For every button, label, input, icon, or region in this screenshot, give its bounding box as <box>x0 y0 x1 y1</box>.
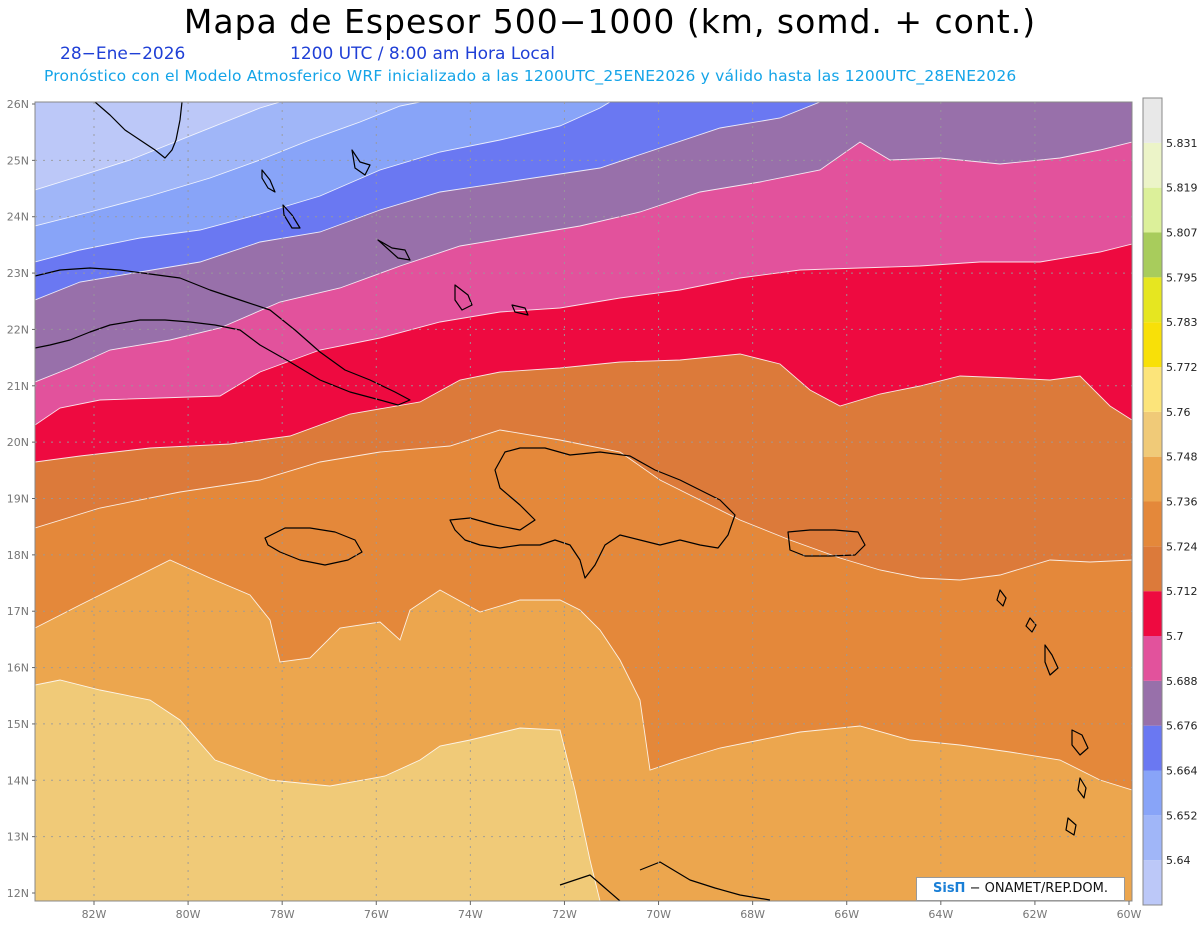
thickness-fill-bands <box>35 102 1132 901</box>
legend-label: 5.819 <box>1166 182 1198 195</box>
legend-swatch <box>1143 142 1162 188</box>
legend-frame <box>1142 97 1163 906</box>
lon-tick-label: 70W <box>646 908 671 921</box>
legend-swatch <box>1143 322 1162 367</box>
legend-swatch <box>1143 546 1162 592</box>
legend-label: 5.64 <box>1166 854 1191 867</box>
lat-tick-label: 21N <box>7 380 29 393</box>
lon-tick-label: 74W <box>458 908 483 921</box>
lon-tick-label: 66W <box>834 908 859 921</box>
legend-label: 5.652 <box>1166 809 1198 822</box>
lon-tick-label: 72W <box>552 908 577 921</box>
lon-tick-label: 68W <box>740 908 765 921</box>
legend-swatch <box>1143 187 1162 233</box>
lat-tick-label: 20N <box>7 436 29 449</box>
legend-swatch <box>1143 725 1162 771</box>
legend-swatch <box>1143 815 1162 861</box>
legend-swatch <box>1143 680 1162 726</box>
lat-tick-label: 14N <box>7 774 29 787</box>
map-title: Mapa de Espesor 500−1000 (km, somd. + co… <box>183 2 1037 41</box>
legend-label: 5.831 <box>1166 137 1198 150</box>
lat-tick-label: 13N <box>7 831 29 844</box>
credit-text: − ONAMET/REP.DOM. <box>965 881 1108 896</box>
legend-swatch <box>1143 501 1162 547</box>
valid-date: 28−Ene−2026 <box>60 44 186 64</box>
lat-tick-label: 15N <box>7 718 29 731</box>
graticule <box>35 102 1132 901</box>
legend-label: 5.664 <box>1166 765 1198 778</box>
lon-tick-label: 80W <box>176 908 201 921</box>
lat-tick-label: 17N <box>7 605 29 618</box>
lat-tick-label: 12N <box>7 887 29 900</box>
legend-label: 5.748 <box>1166 451 1198 464</box>
legend-swatch <box>1143 367 1162 412</box>
coastlines <box>35 102 1089 901</box>
legend-label: 5.688 <box>1166 675 1198 688</box>
lat-tick-label: 16N <box>7 662 29 675</box>
lat-tick-label: 24N <box>7 211 29 224</box>
legend-swatch <box>1143 456 1162 502</box>
legend-swatch <box>1143 411 1162 457</box>
legend-label: 5.795 <box>1166 271 1198 284</box>
legend-label: 5.712 <box>1166 585 1198 598</box>
credit-box: SisΠ − ONAMET/REP.DOM. <box>916 877 1125 901</box>
lon-tick-label: 62W <box>1022 908 1047 921</box>
legend-swatch <box>1143 636 1162 681</box>
legend-label: 5.772 <box>1166 361 1198 374</box>
longitude-axis: 82W 80W 78W 76W 74W 72W 70W 68W 66W 64W 62W 60W <box>82 901 1142 921</box>
credit-brand: SisΠ <box>933 881 966 896</box>
legend-swatch <box>1143 860 1162 905</box>
legend-swatch <box>1143 232 1162 278</box>
lat-tick-label: 18N <box>7 549 29 562</box>
legend-swatch <box>1143 770 1162 816</box>
valid-time: 1200 UTC / 8:00 am Hora Local <box>290 44 555 64</box>
legend-label: 5.676 <box>1166 720 1198 733</box>
lon-tick-label: 76W <box>364 908 389 921</box>
lat-tick-label: 26N <box>7 98 29 111</box>
legend-swatch <box>1143 277 1162 323</box>
legend-swatch <box>1143 591 1162 636</box>
legend-label: 5.7 <box>1166 630 1184 643</box>
lon-tick-label: 60W <box>1117 908 1142 921</box>
legend-label: 5.724 <box>1166 540 1198 553</box>
lat-tick-label: 19N <box>7 493 29 506</box>
legend-label: 5.76 <box>1166 406 1191 419</box>
lon-tick-label: 64W <box>928 908 953 921</box>
model-description: Pronóstico con el Modelo Atmosferico WRF… <box>44 67 1017 85</box>
lat-tick-label: 25N <box>7 154 29 167</box>
legend-label: 5.736 <box>1166 496 1198 509</box>
latitude-axis: 26N 25N 24N 23N 22N 21N 20N 19N 18N 17N 16N 15N 14N 1… <box>7 98 35 900</box>
lat-tick-label: 22N <box>7 323 29 336</box>
legend-label: 5.783 <box>1166 316 1198 329</box>
color-legend: 5.64 5.652 5.664 5.676 5.688 5.7 5.712 5.724 5.7… <box>1142 97 1198 906</box>
legend-label: 5.807 <box>1166 227 1198 240</box>
lon-tick-label: 78W <box>270 908 295 921</box>
plot-frame <box>34 101 1133 902</box>
lon-tick-label: 82W <box>82 908 107 921</box>
legend-swatch <box>1143 98 1162 143</box>
lat-tick-label: 23N <box>7 267 29 280</box>
